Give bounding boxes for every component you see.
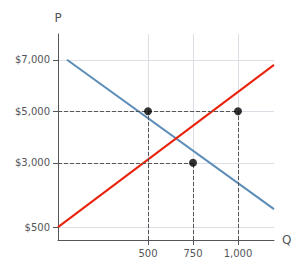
svg-text:500: 500 — [138, 248, 157, 259]
svg-text:1,000: 1,000 — [224, 248, 253, 259]
svg-text:P: P — [54, 11, 61, 25]
svg-text:$7,000: $7,000 — [15, 54, 50, 65]
svg-text:$5,000: $5,000 — [15, 106, 50, 117]
svg-text:Q: Q — [282, 233, 291, 247]
svg-text:$3,000: $3,000 — [15, 157, 50, 168]
svg-text:$500: $500 — [25, 222, 50, 233]
svg-text:750: 750 — [183, 248, 202, 259]
